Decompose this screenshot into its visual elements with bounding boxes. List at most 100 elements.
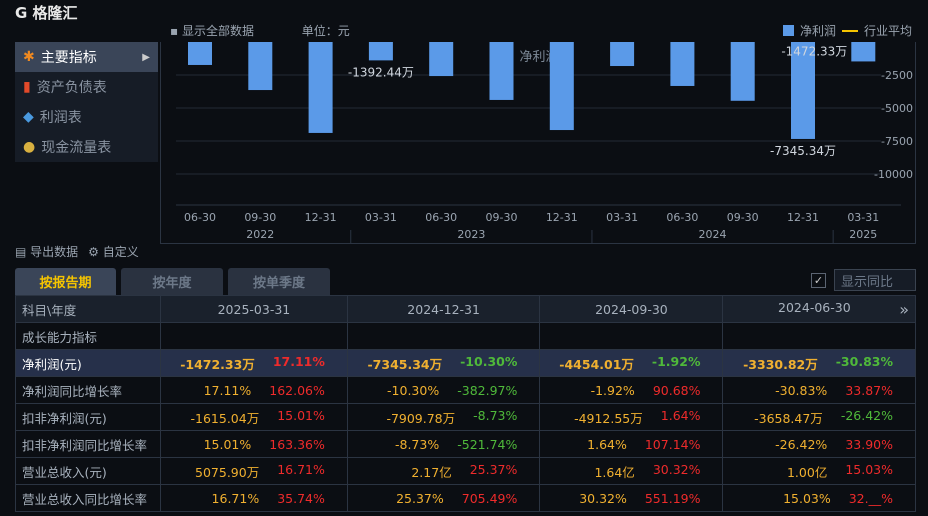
year-label: 2024: [699, 228, 727, 241]
table-row[interactable]: 营业总收入(元) 5075.90万 16.71% 2.17亿 25.37% 1.64亿 30…: [15, 457, 916, 485]
document-icon: ▮: [23, 79, 31, 95]
yoy-value: -382.97%: [457, 382, 518, 398]
value-cell: -3330.82万 -30.83%: [722, 349, 916, 377]
x-tick-label: 06-30: [666, 211, 698, 224]
value-cell: -1615.04万 15.01%: [160, 403, 348, 431]
bar-net-profit[interactable]: [429, 42, 454, 77]
yoy-value: -521.74%: [457, 436, 518, 452]
yoy-value: 16.71%: [277, 461, 325, 477]
legend-net-profit[interactable]: 净利润: [799, 24, 836, 38]
data-tools: ▤ 导出数据 ⚙ 自定义: [15, 243, 139, 260]
data-label: -7345.34万: [770, 144, 836, 158]
column-date: 2024-09-30: [595, 301, 668, 317]
yoy-value: 90.68%: [652, 382, 701, 398]
bar-net-profit[interactable]: [549, 42, 574, 131]
customize-button[interactable]: ⚙ 自定义: [88, 245, 139, 259]
bar-net-profit[interactable]: [248, 42, 273, 91]
customize-label: 自定义: [102, 245, 139, 259]
yoy-value: 33.87%: [845, 382, 893, 398]
export-data-button[interactable]: ▤ 导出数据: [15, 245, 79, 259]
column-header: 2024-09-30: [539, 295, 724, 323]
section-label: 成长能力指标: [15, 322, 161, 350]
value-cell: -30.83% 33.87%: [722, 376, 916, 404]
x-tick-label: 09-30: [244, 211, 276, 224]
yoy-select[interactable]: 显示同比: [834, 269, 916, 291]
column-date: 2025-03-31: [217, 301, 291, 317]
value: 30.32%: [579, 490, 627, 506]
sidebar-item-label: 利润表: [39, 110, 82, 126]
chart-legend: 净利润 行业平均: [782, 22, 912, 39]
tab-by-report-period[interactable]: 按报告期: [15, 268, 116, 295]
chevron-right-icon: ▶: [142, 51, 150, 63]
bar-net-profit[interactable]: [610, 42, 635, 67]
indicator-table: 科目\年度 2025-03-31 2024-12-31 2024-09-30 2024-…: [15, 295, 916, 512]
value: 17.11%: [203, 382, 252, 398]
export-label: 导出数据: [30, 245, 79, 259]
bar-net-profit[interactable]: [368, 42, 393, 61]
yoy-value: 15.01%: [277, 407, 325, 423]
value: -3330.82万: [743, 356, 818, 372]
yoy-value: 551.19%: [644, 490, 701, 506]
value: -10.30%: [387, 382, 440, 398]
table-row[interactable]: 扣非净利润(元) -1615.04万 15.01% -7909.78万 -8.73% -4…: [15, 403, 916, 431]
net-profit-chart: -2500 -5000 -7500 -10000 净利润 06-30 09-30 12-31 0…: [160, 42, 916, 244]
value-cell: 1.00亿 15.03%: [722, 457, 916, 485]
row-label: 扣非净利润同比增长率: [15, 430, 161, 458]
row-label: 净利润同比增长率: [15, 376, 161, 404]
sidebar-item-main-indicators[interactable]: ✱ 主要指标 ▶: [15, 42, 158, 72]
sidebar-item-cash-flow[interactable]: ● 现金流量表: [15, 132, 158, 162]
tab-by-quarter[interactable]: 按单季度: [228, 268, 330, 295]
column-header: 2024-06-30 »: [722, 295, 916, 323]
value: 1.00亿: [786, 464, 828, 480]
chart-toolbar: ▪ 显示全部数据 单位：元: [170, 22, 372, 39]
value: 1.64亿: [594, 464, 635, 480]
show-all-data-toggle[interactable]: ▪ 显示全部数据: [170, 24, 254, 38]
table-row[interactable]: 扣非净利润同比增长率 15.01% 163.36% -8.73% -521.74% 1.6…: [15, 430, 916, 458]
yoy-value: 17.11%: [272, 353, 325, 369]
value: -7909.78万: [386, 410, 456, 426]
watermark-text: 格隆汇: [32, 4, 78, 22]
data-label: -1392.44万: [348, 65, 414, 79]
value-cell: 2.17亿 25.37%: [346, 457, 541, 485]
table-row[interactable]: 净利润同比增长率 17.11% 162.06% -10.30% -382.97% -1.9…: [15, 376, 916, 404]
table-header-row: 科目\年度 2025-03-31 2024-12-31 2024-09-30 2024-…: [15, 295, 916, 323]
bar-net-profit[interactable]: [188, 42, 212, 65]
yoy-value: 15.03%: [845, 461, 893, 477]
value: 16.71%: [211, 490, 260, 506]
legend-industry-avg[interactable]: 行业平均: [863, 24, 912, 38]
value-cell: 16.71% 35.74%: [160, 484, 348, 512]
bar-net-profit[interactable]: [489, 42, 514, 100]
sidebar-item-balance-sheet[interactable]: ▮ 资产负债表: [15, 72, 158, 102]
x-tick-label: 12-31: [546, 211, 578, 224]
sidebar-item-income-statement[interactable]: ◆ 利润表: [15, 102, 158, 132]
value: 1.64%: [587, 436, 627, 452]
bar-net-profit[interactable]: [308, 42, 333, 133]
table-row[interactable]: 营业总收入同比增长率 16.71% 35.74% 25.37% 705.49% 30.32…: [15, 484, 916, 512]
bar-net-profit[interactable]: [670, 42, 695, 86]
value-cell: -4454.01万 -1.92%: [539, 349, 724, 377]
value-cell: 15.03% 32.__%: [722, 484, 916, 512]
value-cell: -10.30% -382.97%: [346, 376, 541, 404]
value: 15.01%: [203, 436, 252, 452]
row-label: 营业总收入同比增长率: [15, 484, 161, 512]
x-tick-label: 12-31: [305, 211, 337, 224]
yoy-value: -10.30%: [460, 353, 518, 369]
corner-header: 科目\年度: [15, 295, 161, 323]
x-tick-label: 06-30: [184, 211, 216, 224]
yoy-value: 107.14%: [644, 436, 701, 452]
more-columns-icon[interactable]: »: [899, 299, 909, 319]
bar-net-profit[interactable]: [851, 42, 876, 62]
bar-net-profit[interactable]: [730, 42, 755, 101]
value-cell: -7345.34万 -10.30%: [346, 349, 541, 377]
table-row[interactable]: 净利润(元) -1472.33万 17.11% -7345.34万 -10.30% -44…: [15, 349, 916, 377]
chart-title: 净利润: [519, 50, 558, 65]
value-cell: 1.64亿 30.32%: [539, 457, 724, 485]
yoy-checkbox[interactable]: ✓: [811, 272, 826, 288]
tab-by-year[interactable]: 按年度: [121, 268, 223, 295]
value-cell: 30.32% 551.19%: [539, 484, 724, 512]
value: -4912.55万: [574, 410, 643, 426]
yoy-value: -1.92%: [651, 353, 701, 369]
yoy-value: 163.36%: [269, 436, 325, 452]
bar-net-profit[interactable]: [791, 42, 815, 139]
column-date: 2024-12-31: [407, 301, 480, 317]
